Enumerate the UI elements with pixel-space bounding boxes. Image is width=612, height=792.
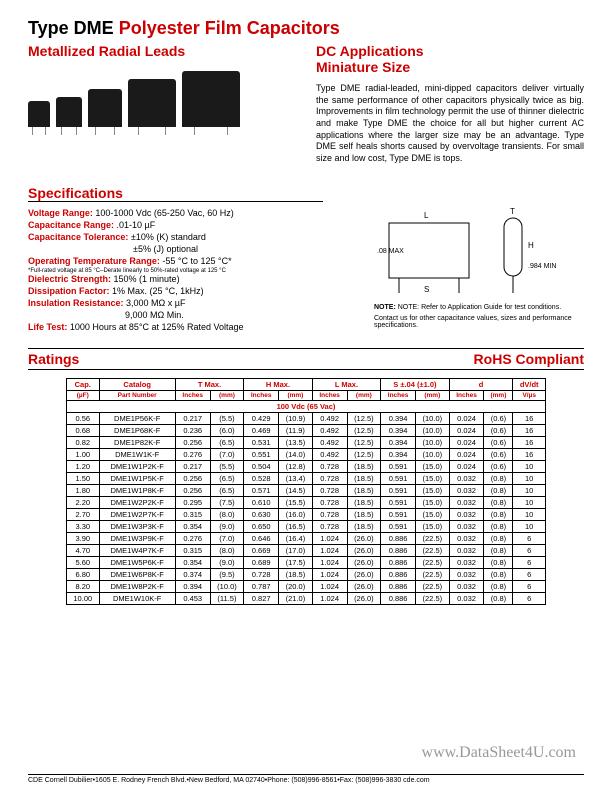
table-body: 100 Vdc (65 Vac)0.56DME1P56K-F0.217(5.5)… xyxy=(67,400,546,604)
note2: Contact us for other capacitance values,… xyxy=(374,315,584,329)
page-title: Type DME Polyester Film Capacitors xyxy=(28,18,584,39)
spec-left: Voltage Range: 100-1000 Vdc (65-250 Vac,… xyxy=(28,208,364,334)
spec-caprange: Capacitance Range: .01-10 µF xyxy=(28,220,364,230)
table-row: 2.20DME1W2P2K-F0.295(7.5)0.610(15.5)0.72… xyxy=(67,496,546,508)
ratings-label: Ratings xyxy=(28,351,79,367)
table-row: 0.68DME1P68K-F0.236(6.0)0.469(11.9)0.492… xyxy=(67,424,546,436)
footer: CDE Cornell Dubilier•1605 E. Rodney Fren… xyxy=(28,774,584,784)
table-row: 6.80DME1W6P8K-F0.374(9.5)0.728(18.5)1.02… xyxy=(67,568,546,580)
table-head: Cap.CatalogT Max.H Max.L Max.S ±.04 (±1.… xyxy=(67,378,546,400)
table-row: 10.00DME1W10K-F0.453(11.5)0.827(21.0)1.0… xyxy=(67,592,546,604)
svg-text:T: T xyxy=(510,208,515,216)
table-row: 8.20DME1W8P2K-F0.394(10.0)0.787(20.0)1.0… xyxy=(67,580,546,592)
capacitor-images xyxy=(28,67,296,127)
top-right: DC Applications Miniature Size Type DME … xyxy=(316,43,584,165)
table-row: 1.00DME1W1K-F0.276(7.0)0.551(14.0)0.492(… xyxy=(67,448,546,460)
table-row: 1.20DME1W1P2K-F0.217(5.5)0.504(12.8)0.72… xyxy=(67,460,546,472)
subtitle-left: Metallized Radial Leads xyxy=(28,43,296,59)
spec-right: L .08 MAX S H .984 MIN T NOTE: NOTE: Ref… xyxy=(364,208,584,334)
top-left: Metallized Radial Leads xyxy=(28,43,296,165)
table-row: 5.60DME1W5P6K-F0.354(9.0)0.689(17.5)1.02… xyxy=(67,556,546,568)
table-row: 4.70DME1W4P7K-F0.315(8.0)0.669(17.0)1.02… xyxy=(67,544,546,556)
specifications-header: Specifications xyxy=(28,185,323,202)
table-row: 0.82DME1P82K-F0.256(6.5)0.531(13.5)0.492… xyxy=(67,436,546,448)
spec-dielectric: Dielectric Strength: 150% (1 minute) xyxy=(28,274,364,284)
dimension-diagram: L .08 MAX S H .984 MIN T xyxy=(374,208,574,298)
spec-temp: Operating Temperature Range: -55 °C to 1… xyxy=(28,256,364,266)
title-black: Type DME xyxy=(28,18,114,38)
rohs-label: RoHS Compliant xyxy=(474,351,584,367)
description: Type DME radial-leaded, mini-dipped capa… xyxy=(316,83,584,165)
table-row: 0.56DME1P56K-F0.217(5.5)0.429(10.9)0.492… xyxy=(67,412,546,424)
spec-life: Life Test: 1000 Hours at 85°C at 125% Ra… xyxy=(28,322,364,332)
svg-text:S: S xyxy=(424,285,429,294)
table-row: 1.50DME1W1P5K-F0.256(6.5)0.528(13.4)0.72… xyxy=(67,472,546,484)
top-row: Metallized Radial Leads DC Applications … xyxy=(28,43,584,165)
spec-insulation: Insulation Resistance: 3,000 MΩ x µF xyxy=(28,298,364,308)
table-row: 3.30DME1W3P3K-F0.354(9.0)0.650(16.5)0.72… xyxy=(67,520,546,532)
table-row: 3.90DME1W3P9K-F0.276(7.0)0.646(16.4)1.02… xyxy=(67,532,546,544)
spec-captol2: ±5% (J) optional xyxy=(28,244,364,254)
ratings-header-row: Ratings RoHS Compliant xyxy=(28,348,584,370)
title-red: Polyester Film Capacitors xyxy=(119,18,340,38)
subtitle-right2: Miniature Size xyxy=(316,59,584,75)
ratings-table: Cap.CatalogT Max.H Max.L Max.S ±.04 (±1.… xyxy=(66,378,546,605)
svg-text:.984 MIN: .984 MIN xyxy=(528,263,556,270)
svg-text:H: H xyxy=(528,241,534,250)
table-row: 1.80DME1W1P8K-F0.256(6.5)0.571(14.5)0.72… xyxy=(67,484,546,496)
note1: NOTE: NOTE: Refer to Application Guide f… xyxy=(374,304,584,311)
svg-text:L: L xyxy=(424,211,429,220)
spec-insulation2: 9,000 MΩ Min. xyxy=(28,310,364,320)
table-row: 2.70DME1W2P7K-F0.315(8.0)0.630(16.0)0.72… xyxy=(67,508,546,520)
watermark: www.DataSheet4U.com xyxy=(422,744,576,762)
svg-text:.08 MAX: .08 MAX xyxy=(377,248,404,255)
spec-dissipation: Dissipation Factor: 1% Max. (25 °C, 1kHz… xyxy=(28,286,364,296)
subtitle-right1: DC Applications xyxy=(316,43,584,59)
spec-area: Voltage Range: 100-1000 Vdc (65-250 Vac,… xyxy=(28,208,584,334)
spec-captol: Capacitance Tolerance: ±10% (K) standard xyxy=(28,232,364,242)
spec-voltage: Voltage Range: 100-1000 Vdc (65-250 Vac,… xyxy=(28,208,364,218)
